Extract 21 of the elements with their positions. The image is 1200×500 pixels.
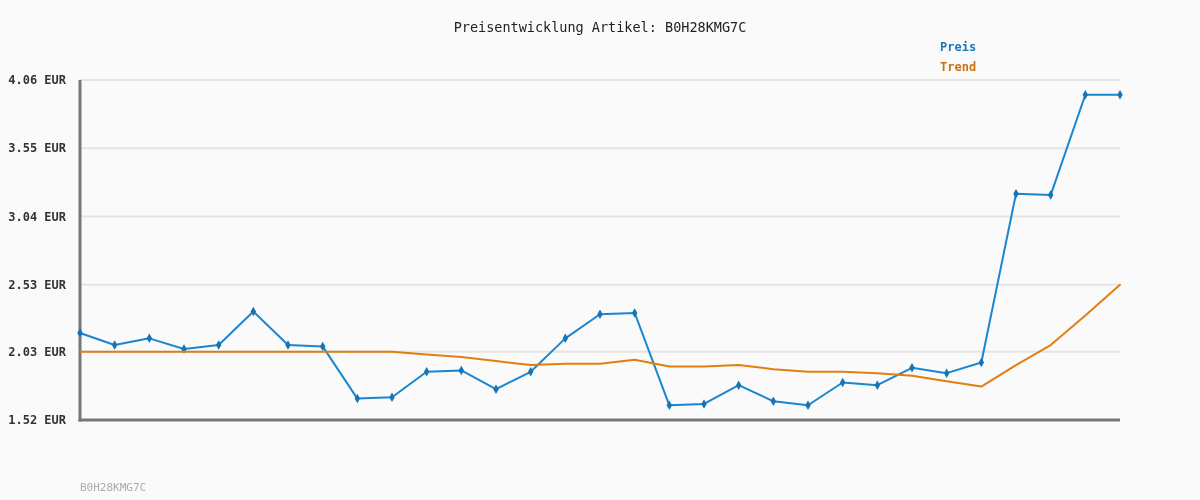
point [631,308,638,318]
y-tick-label: 3.55 EUR [8,141,67,156]
y-tick-label: 1.52 EUR [8,413,67,427]
text: Trend [940,60,977,74]
point [215,340,222,350]
y-tick-label: 3.04 EUR [8,209,67,224]
line-series [79,283,1121,388]
text: Preis [940,40,977,54]
point [735,380,742,390]
point [423,367,430,377]
point [527,367,534,377]
chart-title: Preisentwicklung Artikel: B0H28KMG7C [453,19,747,35]
text: B0H28KMG7C [80,481,147,494]
y-tick-label: 2.53 EUR [8,277,67,292]
point [1047,190,1054,200]
y-tick-label: 2.03 EUR [8,344,67,359]
point [770,396,777,406]
point [943,368,950,378]
y-tick-label: 4.06 EUR [8,73,67,87]
point [111,340,118,350]
point [874,380,881,390]
